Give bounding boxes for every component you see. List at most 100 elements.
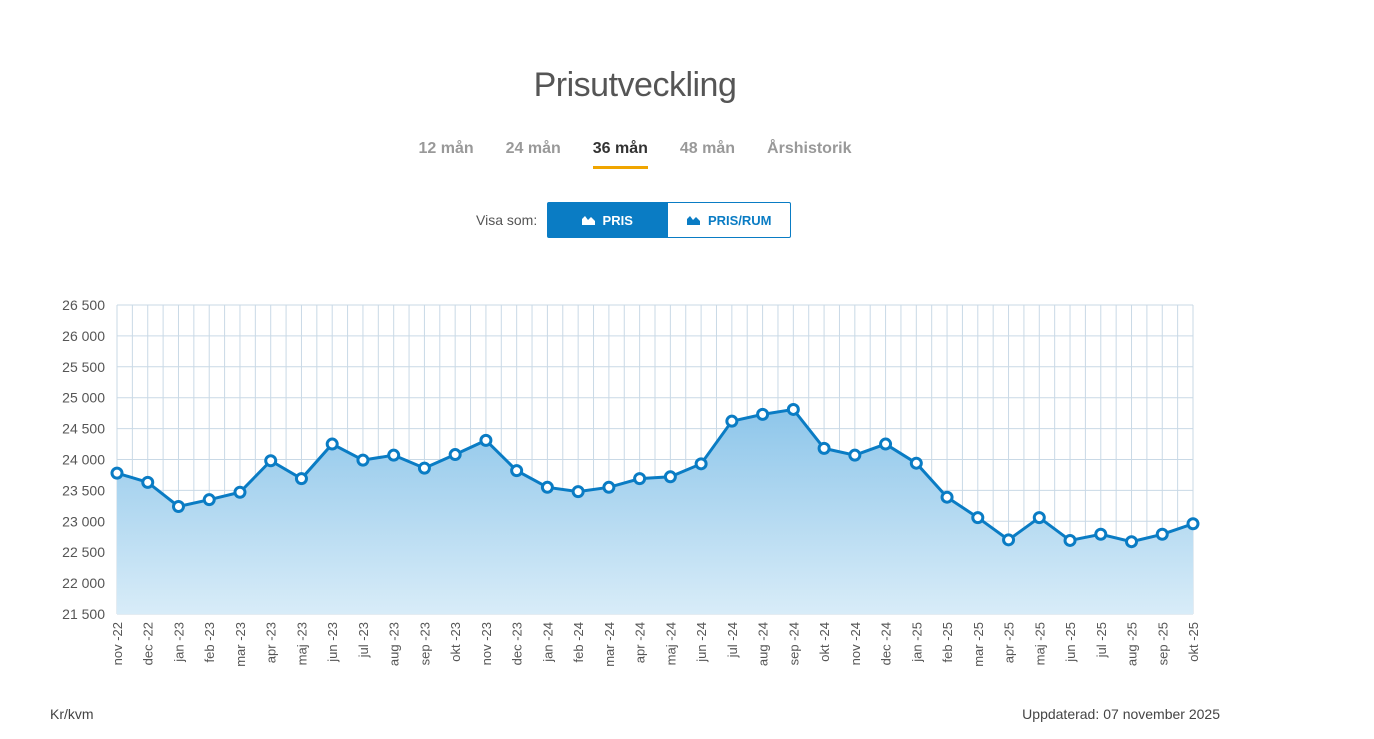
data-point [725, 414, 739, 428]
x-tick-label: jun -24 [694, 622, 709, 663]
data-point [879, 437, 893, 451]
x-tick-label: aug -23 [387, 622, 402, 666]
x-tick-label: jul -23 [356, 622, 371, 658]
data-point [663, 470, 677, 484]
data-point [1094, 527, 1108, 541]
y-tick-label: 23 500 [62, 482, 105, 498]
x-tick-label: sep -23 [417, 622, 432, 665]
tab-48-man[interactable]: 48 mån [679, 140, 736, 157]
data-point [602, 480, 616, 494]
x-tick-label: nov -24 [848, 622, 863, 665]
x-tick-label: mar -24 [602, 622, 617, 667]
price-area [117, 409, 1193, 614]
x-tick-label: dec -23 [510, 622, 525, 665]
pris-rum-button-label: PRIS/RUM [707, 212, 772, 228]
y-tick-label: 21 500 [62, 606, 105, 622]
data-point [110, 466, 124, 480]
tab-arshistorik[interactable]: Årshistorik [767, 140, 852, 157]
tab-24-man[interactable]: 24 mån [505, 140, 561, 157]
x-tick-label: apr -24 [633, 622, 648, 663]
x-tick-label: okt -23 [448, 622, 463, 662]
x-tick-label: jul -25 [1094, 622, 1109, 658]
data-point [417, 461, 431, 475]
y-tick-label: 26 500 [62, 297, 105, 313]
data-point [264, 454, 278, 468]
data-point [848, 448, 862, 462]
data-point [1186, 517, 1200, 531]
x-tick-label: apr -25 [1002, 622, 1017, 663]
x-tick-label: feb -24 [571, 622, 586, 662]
data-point [1125, 535, 1139, 549]
view-label: Visa som: [476, 212, 538, 228]
page-title: Prisutveckling [533, 66, 737, 104]
y-tick-label: 26 000 [62, 328, 105, 344]
x-tick-label: jul -24 [725, 622, 740, 658]
data-point [510, 464, 524, 478]
x-tick-label: maj -25 [1032, 622, 1047, 665]
y-tick-label: 24 500 [62, 421, 105, 437]
pris-button[interactable]: PRIS [547, 202, 668, 238]
y-tick-label: 22 500 [62, 544, 105, 560]
data-point [233, 485, 247, 499]
x-tick-label: dec -22 [141, 622, 156, 665]
data-point [1155, 527, 1169, 541]
data-point [325, 437, 339, 451]
data-point [971, 511, 985, 525]
data-point [633, 472, 647, 486]
view-toggle: Visa som: PRIS PRIS/RUM [476, 202, 792, 238]
data-point [786, 402, 800, 416]
x-tick-label: mar -25 [971, 622, 986, 667]
data-point [571, 485, 585, 499]
pris-button-label: PRIS [602, 212, 633, 228]
x-tick-label: jun -25 [1063, 622, 1078, 663]
x-tick-label: dec -24 [879, 622, 894, 665]
x-tick-label: sep -25 [1155, 622, 1170, 665]
data-point [171, 499, 185, 513]
x-tick-label: maj -23 [294, 622, 309, 665]
unit-label: Kr/kvm [50, 706, 94, 722]
data-point [756, 407, 770, 421]
x-tick-label: sep -24 [786, 622, 801, 665]
period-tabs: 12 mån 24 mån 36 mån 48 mån Årshistorik [0, 140, 1270, 169]
tab-36-man[interactable]: 36 mån [592, 140, 648, 169]
data-point [1063, 533, 1077, 547]
data-point [356, 453, 370, 467]
x-tick-label: apr -23 [264, 622, 279, 663]
data-point [940, 490, 954, 504]
data-point [694, 457, 708, 471]
y-tick-label: 23 000 [62, 513, 105, 529]
data-point [540, 480, 554, 494]
pris-rum-button[interactable]: PRIS/RUM [667, 202, 792, 238]
tab-12-man[interactable]: 12 mån [418, 140, 474, 157]
x-tick-label: jan -23 [171, 622, 186, 663]
x-tick-label: aug -25 [1125, 622, 1140, 666]
y-tick-label: 25 500 [62, 359, 105, 375]
data-point [448, 448, 462, 462]
data-point [202, 493, 216, 507]
data-point [387, 448, 401, 462]
y-tick-label: 25 000 [62, 390, 105, 406]
updated-date: 07 november 2025 [1103, 706, 1220, 722]
data-point [294, 472, 308, 486]
updated-label: Uppdaterad: [1022, 706, 1100, 722]
data-point [817, 441, 831, 455]
x-tick-label: feb -25 [940, 622, 955, 662]
data-point [141, 475, 155, 489]
x-tick-label: nov -23 [479, 622, 494, 665]
data-point [1002, 533, 1016, 547]
updated-text: Uppdaterad: 07 november 2025 [1022, 706, 1220, 722]
data-point [909, 456, 923, 470]
x-tick-label: okt -24 [817, 622, 832, 662]
x-tick-label: nov -22 [110, 622, 125, 665]
area-chart-icon [686, 215, 700, 225]
x-tick-label: jun -23 [325, 622, 340, 663]
x-tick-label: aug -24 [756, 622, 771, 666]
x-tick-label: okt -25 [1186, 622, 1201, 662]
y-tick-label: 24 000 [62, 452, 105, 468]
y-tick-label: 22 000 [62, 575, 105, 591]
x-tick-label: jan -24 [540, 622, 555, 663]
data-point [479, 433, 493, 447]
area-chart-icon [581, 215, 595, 225]
x-tick-label: mar -23 [233, 622, 248, 667]
